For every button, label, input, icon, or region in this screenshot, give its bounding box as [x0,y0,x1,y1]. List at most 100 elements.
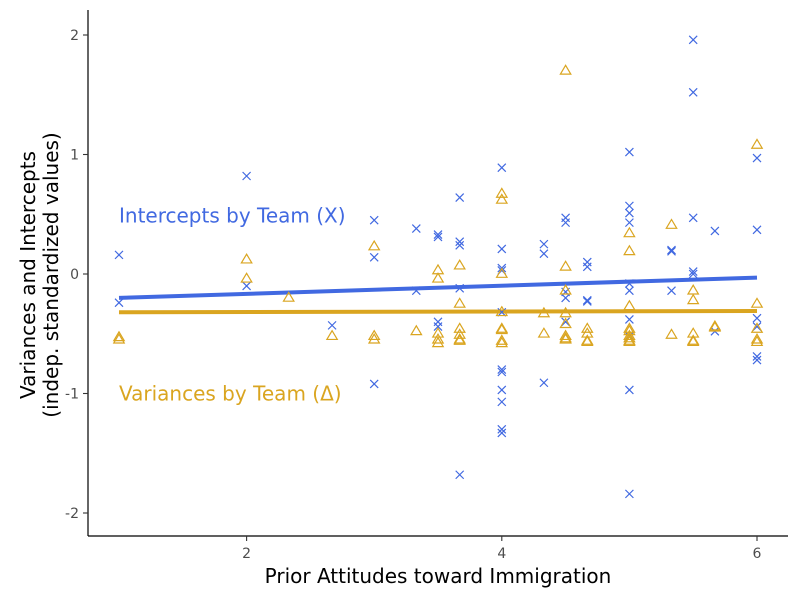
intercept-point [710,226,720,236]
intercept-point [582,297,592,306]
variances-trend-line [118,309,758,315]
variance-point [623,329,636,341]
intercept-point [688,35,698,45]
intercept-point [411,224,421,234]
variance-point [453,328,466,339]
variances-annotation: Variances by Team (Δ) [119,382,342,406]
variance-point [410,324,423,336]
intercept-point [582,295,592,305]
intercept-point [667,246,676,256]
intercept-point [242,171,252,181]
variance-point [665,328,678,339]
variance-point [453,333,466,344]
intercept-point [752,225,762,235]
variance-point [495,334,509,345]
variance-point [581,322,594,333]
variance-point [686,335,700,347]
intercept-point [497,307,507,317]
variance-point [112,333,126,344]
intercept-point [752,153,762,163]
variance-point [708,319,722,331]
intercepts-annotation: Intercepts by Team (X) [119,203,346,227]
variance-point [453,258,466,270]
intercept-point [688,213,698,223]
variance-point [581,334,594,345]
variance-point [282,291,295,302]
intercept-point [497,424,507,434]
intercept-point [624,218,634,228]
intercept-point [455,283,465,293]
variance-point [559,306,572,318]
variance-point [367,329,381,341]
y-axis-title: Variances and Intercepts (indep. standar… [16,132,63,417]
variance-point [495,267,509,278]
text-labels: Intercepts by Team (X) Variances by Team … [119,203,346,405]
data-points [112,35,764,499]
variance-point [240,252,253,264]
intercept-point [624,201,634,211]
intercept-point [561,218,571,228]
intercept-point [561,293,571,303]
variance-point [559,329,572,341]
intercept-point [539,249,549,259]
y-axis-title-line-2: (indep. standardized values) [39,132,63,417]
intercept-point [497,428,507,438]
axes [87,10,788,537]
variance-point [112,330,126,342]
variance-point [559,333,572,344]
variance-point [750,333,764,344]
intercept-point [667,286,676,296]
variance-point [495,336,509,348]
y-tick-label: -1 [65,387,79,403]
intercept-point [624,279,634,288]
variance-point [559,331,572,343]
intercept-point [411,286,421,296]
intercept-point [752,313,762,323]
variance-point [495,193,509,204]
intercept-point [242,281,252,291]
x-tick-label: 2 [242,546,251,562]
variance-point [708,321,722,332]
intercept-point [497,163,507,173]
variance-point [431,336,445,348]
intercept-point [369,215,379,225]
x-axis-title: Prior Attitudes toward Immigration [265,564,612,588]
intercept-point [497,244,507,254]
intercept-point [688,269,698,279]
variance-point [367,333,381,344]
variance-point [495,323,509,335]
intercept-point [624,208,634,218]
tick-marks: -2 -1 0 1 2 2 4 6 [65,28,762,562]
variance-point [623,335,636,347]
intercept-point [369,252,379,262]
variance-point [750,138,764,149]
intercept-point [624,385,634,395]
intercept-point [752,355,762,365]
intercept-point [688,267,698,277]
variance-point [623,244,636,256]
variance-point [453,334,466,345]
intercept-point [455,237,465,247]
variance-point [325,329,339,341]
intercept-point [561,317,571,327]
intercept-point [624,286,634,296]
y-axis-title-line-1: Variances and Intercepts [16,151,40,399]
intercept-point [327,320,337,330]
variance-point [686,293,700,305]
intercept-point [752,352,762,361]
variance-point [495,187,509,198]
intercept-point [114,250,124,260]
intercept-point [497,385,507,395]
variance-point [623,226,636,238]
y-tick-label: 1 [70,148,79,164]
intercept-point [624,489,634,499]
variance-point [453,322,466,333]
intercept-point [752,322,762,332]
variance-point [750,322,764,333]
variance-point [581,335,594,347]
variance-point [537,327,551,338]
variance-point [686,334,700,345]
variance-point [750,297,764,308]
variance-point [495,322,509,333]
intercept-point [497,365,507,375]
